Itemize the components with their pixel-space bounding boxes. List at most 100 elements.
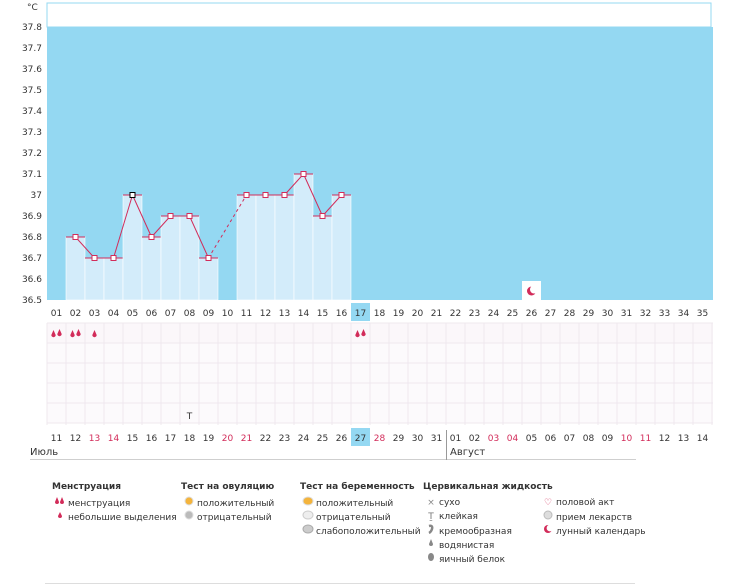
pill-icon	[540, 510, 556, 525]
temperature-bar	[65, 236, 86, 301]
cycle-day-label: 16	[336, 309, 348, 319]
temperature-point	[72, 234, 79, 240]
legend-label: отрицательный	[197, 513, 272, 523]
legend-item: яичный белок	[423, 552, 553, 566]
y-axis-unit: °C	[27, 3, 38, 13]
temperature-bar	[331, 194, 352, 301]
legend-item: слабоположительный	[300, 524, 421, 538]
legend-item: прием лекарств	[540, 510, 646, 524]
date-label: 06	[545, 434, 557, 444]
temperature-line-segment	[189, 215, 209, 259]
temperature-line-segment	[151, 215, 171, 238]
temperature-point	[167, 213, 174, 219]
cycle-day-label: 28	[564, 309, 576, 319]
circle-positive-icon	[181, 496, 197, 511]
legend-item: отрицательный	[181, 510, 274, 524]
temperature-line-segment	[113, 194, 133, 259]
legend-item: менструация	[52, 496, 177, 510]
temperature-point	[338, 192, 345, 198]
temperature-bar	[274, 194, 295, 301]
drop-icon	[76, 329, 81, 337]
date-label: 05	[526, 434, 537, 444]
temperature-point	[281, 192, 288, 198]
legend-menstruation-title: Менструация	[52, 482, 121, 492]
legend-label: менструация	[68, 499, 131, 509]
y-tick-label: 37.7	[22, 44, 42, 54]
drop-icon	[92, 330, 97, 338]
date-label: 01	[450, 434, 461, 444]
date-label: 11	[640, 434, 651, 444]
drop-double-icon	[52, 496, 68, 511]
legend-item: ♡ половой акт	[540, 496, 646, 510]
temperature-point	[243, 192, 250, 198]
cycle-day-label: 23	[469, 309, 480, 319]
legend-item: × сухо	[423, 496, 553, 510]
y-tick-label: 36.9	[22, 212, 42, 222]
temperature-point	[110, 255, 117, 261]
temperature-bar	[255, 194, 276, 301]
date-label: 02	[469, 434, 480, 444]
month-divider	[446, 430, 447, 460]
cycle-day-label: 13	[279, 309, 290, 319]
date-label: 03	[488, 434, 499, 444]
legend-pregnancy: Тест на беременность положительный отриц…	[300, 482, 421, 538]
cycle-day-label: 09	[203, 309, 215, 319]
temperature-bar	[160, 215, 181, 301]
date-label: 26	[336, 434, 348, 444]
cycle-day-label: 11	[241, 309, 252, 319]
temperature-bar	[312, 215, 333, 301]
y-tick-label: 37.5	[22, 86, 42, 96]
legend-bottom-divider	[45, 583, 635, 584]
date-label: 04	[507, 434, 519, 444]
legend-label: отрицательный	[316, 513, 391, 523]
legend-menstruation: Менструация менструация небольшие выделе…	[52, 482, 177, 524]
temperature-bar	[293, 173, 314, 301]
month-label-july: Июль	[30, 447, 59, 458]
y-tick-label: 36.7	[22, 254, 42, 264]
y-tick-label: 36.6	[22, 275, 42, 285]
cycle-day-label: 21	[431, 309, 442, 319]
cycle-day-label: 14	[298, 309, 310, 319]
legend-item: кремообразная	[423, 524, 553, 538]
legend-item: положительный	[300, 496, 421, 510]
cycle-day-label: 03	[89, 309, 100, 319]
y-tick-label: 36.8	[22, 233, 42, 243]
month-label-august: Август	[450, 447, 486, 458]
cycle-day-label: 32	[640, 309, 651, 319]
drop-icon	[70, 330, 75, 338]
cycle-day-label: 07	[165, 309, 176, 319]
legend-item: водянистая	[423, 538, 553, 552]
grid-row	[47, 403, 713, 423]
date-label: 28	[374, 434, 386, 444]
legend-label: водянистая	[439, 541, 495, 551]
date-label: 07	[564, 434, 575, 444]
cycle-day-label: 12	[260, 309, 271, 319]
y-tick-label: 36.5	[22, 296, 42, 306]
legend-item: отрицательный	[300, 510, 421, 524]
date-label: 29	[393, 434, 405, 444]
legend-label: сухо	[439, 498, 461, 508]
test-negative-icon	[300, 510, 316, 525]
month-underline	[30, 459, 636, 460]
drop-icon	[355, 330, 360, 338]
date-label: 13	[89, 434, 100, 444]
cycle-day-label: 29	[583, 309, 595, 319]
date-label: 23	[279, 434, 290, 444]
grid-row	[47, 383, 713, 403]
chart-frame	[46, 2, 712, 28]
temperature-point	[129, 192, 136, 198]
cycle-day-label: 10	[222, 309, 234, 319]
temperature-point	[91, 255, 98, 261]
temperature-bar	[103, 257, 124, 301]
cycle-day-label: 26	[526, 309, 538, 319]
creamy-icon	[423, 524, 439, 539]
date-label: 14	[108, 434, 120, 444]
date-label: 13	[678, 434, 689, 444]
cycle-day-label: 34	[678, 309, 690, 319]
date-label: 24	[298, 434, 310, 444]
legend-other: ♡ половой акт прием лекарств лунный кален…	[540, 496, 646, 538]
legend-label: положительный	[197, 499, 275, 509]
heart-icon: ♡	[543, 498, 553, 508]
